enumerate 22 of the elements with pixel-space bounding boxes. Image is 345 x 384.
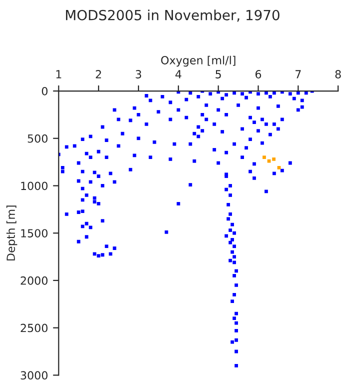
x-axis-title: Oxygen [ml/l] xyxy=(161,56,236,67)
x-tick-label: 7 xyxy=(296,70,301,78)
x-tick-label: 5 xyxy=(216,70,221,78)
y-tick-label: 1500 xyxy=(21,229,48,238)
y-axis-title: Depth [m] xyxy=(6,206,18,260)
x-tick-label: 8 xyxy=(335,70,341,78)
x-tick-label: 3 xyxy=(136,70,142,78)
x-tick-label: 6 xyxy=(256,70,262,78)
point xyxy=(267,159,271,163)
x-tick-label: 4 xyxy=(175,70,182,78)
chart-title: MODS2005 in November, 1970 xyxy=(66,10,280,22)
y-tick-label: 3000 xyxy=(20,371,48,380)
point xyxy=(262,156,266,160)
point xyxy=(272,158,276,161)
point xyxy=(277,166,281,170)
y-tick-label: 2500 xyxy=(20,324,48,332)
x-tick-label: 2 xyxy=(96,70,101,78)
y-tick-label: 1000 xyxy=(21,182,48,190)
y-tick-label: 0 xyxy=(42,86,48,96)
y-tick-label: 2000 xyxy=(20,276,48,285)
x-tick-label: 1 xyxy=(56,70,62,78)
y-tick-label: 500 xyxy=(28,134,48,143)
